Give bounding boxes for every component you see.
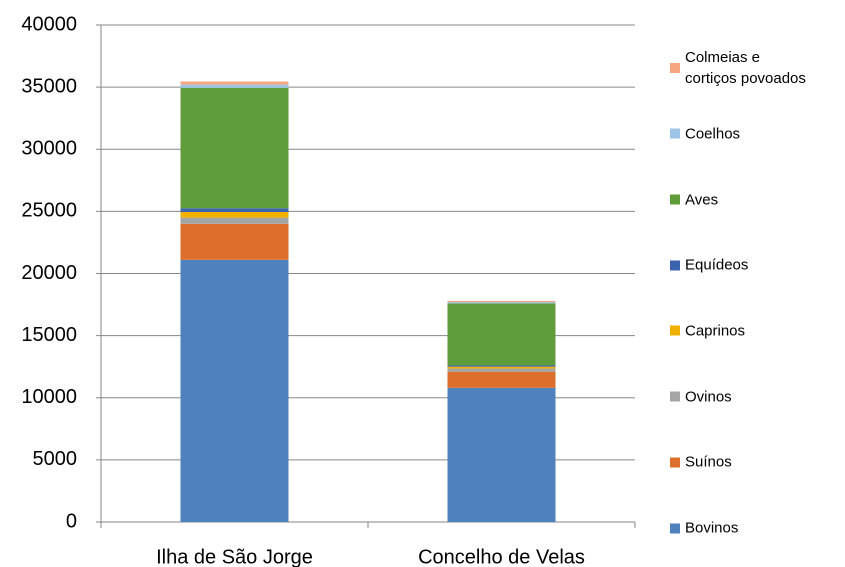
y-tick-label: 30000 — [21, 138, 77, 160]
legend-entry: Equídeos — [670, 255, 845, 276]
legend-swatch — [670, 63, 680, 74]
legend-swatch — [670, 325, 680, 336]
legend-entry: Bovinos — [670, 518, 845, 539]
bar-segment — [447, 368, 556, 372]
legend-label: Bovinos — [685, 519, 739, 537]
legend-swatch — [670, 128, 680, 139]
y-tick-label: 40000 — [21, 13, 77, 35]
legend-swatch — [670, 260, 680, 271]
bar-segment — [180, 87, 289, 209]
bar-segment — [180, 81, 289, 85]
y-tick-label: 20000 — [21, 262, 77, 284]
bar-segment — [447, 303, 556, 366]
x-tick-label: Concelho de Velas — [418, 546, 585, 567]
legend-label: Equídeos — [685, 256, 749, 274]
x-tick-label: Ilha de São Jorge — [156, 546, 313, 567]
legend-entry: Caprinos — [670, 320, 845, 341]
bar-segment — [180, 84, 289, 88]
legend-entry: Colmeias e cortiços povoados — [670, 47, 845, 89]
bar-segment — [180, 259, 289, 522]
legend-entry: Ovinos — [670, 386, 845, 407]
y-tick-label: 35000 — [21, 75, 77, 97]
y-tick-label: 5000 — [33, 448, 78, 470]
legend-label: Caprinos — [685, 322, 746, 340]
legend-entry: Suínos — [670, 452, 845, 473]
legend-swatch — [670, 194, 680, 205]
bar-segment — [447, 300, 556, 303]
bar-segment — [447, 302, 556, 304]
legend-entry: Coelhos — [670, 123, 845, 144]
legend-entry: Aves — [670, 189, 845, 210]
bar-segment — [447, 371, 556, 388]
bar-segment — [447, 365, 556, 367]
bar-segment — [180, 223, 289, 260]
legend-swatch — [670, 523, 680, 533]
y-tick-label: 10000 — [21, 386, 77, 408]
legend-label: Colmeias e cortiços povoados — [685, 49, 806, 88]
bar-segment — [180, 211, 289, 218]
y-tick-label: 25000 — [21, 200, 77, 222]
legend-swatch — [670, 457, 680, 468]
bar-segment — [447, 366, 556, 369]
y-tick-label: 0 — [66, 510, 77, 532]
y-tick-label: 15000 — [21, 324, 77, 346]
legend-swatch — [670, 391, 680, 402]
legend-label: Ovinos — [685, 388, 732, 406]
legend-label: Aves — [685, 191, 719, 208]
bar-segment — [180, 208, 289, 212]
legend-label: Coelhos — [685, 125, 741, 143]
bar-segment — [447, 387, 556, 522]
legend-label: Suínos — [685, 453, 732, 471]
bar-segment — [180, 217, 289, 224]
